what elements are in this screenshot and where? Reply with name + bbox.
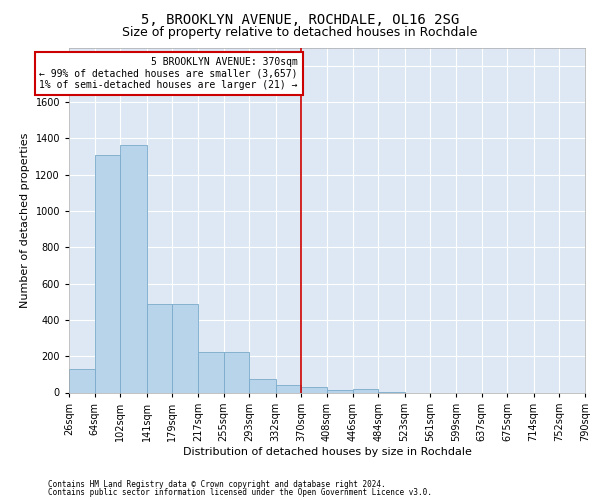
Text: Contains public sector information licensed under the Open Government Licence v3: Contains public sector information licen… [48,488,432,497]
Bar [95,154,121,392]
Bar [198,352,224,393]
Bar [301,387,327,392]
Bar [224,352,250,393]
X-axis label: Distribution of detached houses by size in Rochdale: Distribution of detached houses by size … [182,446,472,456]
Text: Size of property relative to detached houses in Rochdale: Size of property relative to detached ho… [122,26,478,39]
Bar [121,144,146,392]
Bar [69,369,95,392]
Text: 5, BROOKLYN AVENUE, ROCHDALE, OL16 2SG: 5, BROOKLYN AVENUE, ROCHDALE, OL16 2SG [141,12,459,26]
Bar [146,304,172,392]
Bar [250,379,275,392]
Y-axis label: Number of detached properties: Number of detached properties [20,132,30,308]
Text: 5 BROOKLYN AVENUE: 370sqm
← 99% of detached houses are smaller (3,657)
1% of sem: 5 BROOKLYN AVENUE: 370sqm ← 99% of detac… [40,56,298,90]
Bar [275,385,301,392]
Bar [353,389,379,392]
Bar [327,390,353,392]
Bar [172,304,198,392]
Text: Contains HM Land Registry data © Crown copyright and database right 2024.: Contains HM Land Registry data © Crown c… [48,480,386,489]
